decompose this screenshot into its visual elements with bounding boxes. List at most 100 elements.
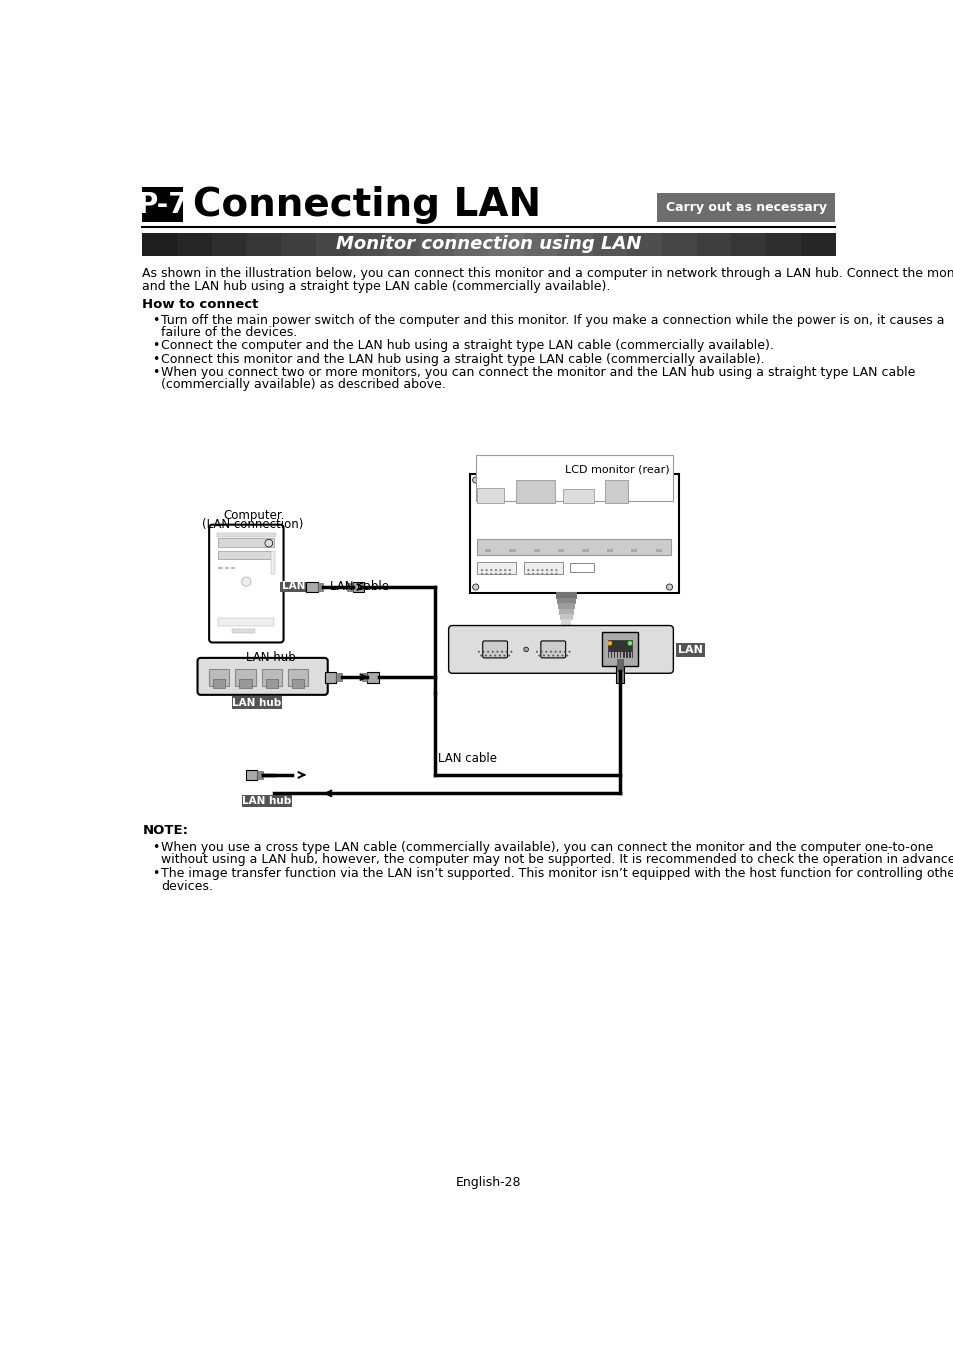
Bar [604, 481, 628, 504]
Circle shape [484, 655, 486, 656]
Circle shape [496, 651, 497, 652]
Bar [618, 652, 619, 662]
Circle shape [492, 651, 494, 652]
Text: When you use a cross type LAN cable (commercially available), you can connect th: When you use a cross type LAN cable (com… [161, 841, 932, 855]
FancyBboxPatch shape [540, 641, 565, 657]
Circle shape [550, 572, 553, 575]
Circle shape [498, 655, 500, 656]
Bar [559, 481, 563, 485]
Circle shape [479, 655, 481, 656]
Circle shape [627, 641, 632, 645]
Bar [324, 672, 335, 683]
Circle shape [503, 568, 506, 571]
Text: Computer: Computer [223, 509, 282, 521]
Bar [608, 640, 631, 657]
Circle shape [537, 655, 539, 656]
Bar [454, 232, 489, 256]
Bar [655, 549, 661, 552]
Circle shape [510, 651, 512, 652]
Bar [659, 481, 662, 485]
Text: How to connect: How to connect [142, 297, 258, 310]
Bar [522, 481, 526, 485]
Bar [476, 563, 516, 574]
Circle shape [494, 655, 496, 656]
Text: •: • [152, 313, 159, 327]
Bar [385, 232, 420, 256]
Text: •: • [152, 339, 159, 352]
Bar [142, 232, 177, 256]
Bar [582, 549, 588, 552]
Text: Monitor connection using LAN: Monitor connection using LAN [335, 235, 641, 254]
Bar [476, 455, 672, 501]
Bar [484, 481, 488, 485]
Text: Turn off the main power switch of the computer and this monitor. If you make a c: Turn off the main power switch of the co… [161, 313, 943, 327]
FancyBboxPatch shape [209, 525, 283, 643]
Text: •: • [152, 366, 159, 379]
Text: Carry out as necessary: Carry out as necessary [665, 201, 826, 213]
Text: devices.: devices. [161, 880, 213, 892]
Circle shape [489, 655, 491, 656]
Text: LCD monitor (rear): LCD monitor (rear) [564, 464, 669, 475]
Text: •: • [152, 352, 159, 366]
Bar [347, 583, 353, 591]
Bar [523, 232, 558, 256]
Text: •: • [152, 867, 159, 880]
Circle shape [482, 651, 484, 652]
Circle shape [503, 572, 506, 575]
Circle shape [487, 651, 489, 652]
Text: LAN cable: LAN cable [330, 579, 389, 593]
Text: (commercially available) as described above.: (commercially available) as described ab… [161, 378, 445, 392]
Bar [606, 549, 613, 552]
Text: When you connect two or more monitors, you can connect the monitor and the LAN h: When you connect two or more monitors, y… [161, 366, 915, 379]
Text: LAN hub: LAN hub [242, 796, 291, 806]
Circle shape [545, 568, 548, 571]
Bar [615, 652, 617, 662]
Circle shape [555, 568, 557, 571]
Bar [218, 567, 223, 570]
Bar [280, 582, 306, 593]
Bar [657, 193, 835, 221]
Bar [570, 563, 593, 572]
Circle shape [495, 568, 497, 571]
Text: Connect this monitor and the LAN hub using a straight type LAN cable (commercial: Connect this monitor and the LAN hub usi… [161, 352, 764, 366]
Bar [584, 481, 588, 485]
Text: failure of the devices.: failure of the devices. [161, 325, 297, 339]
Bar [597, 481, 600, 485]
Bar [488, 232, 524, 256]
Bar [271, 551, 274, 574]
Bar [535, 481, 538, 485]
Circle shape [554, 651, 556, 652]
Bar [367, 672, 378, 683]
Circle shape [542, 655, 544, 656]
Text: P-7: P-7 [137, 190, 188, 219]
Bar [350, 232, 385, 256]
Circle shape [532, 568, 534, 571]
Circle shape [527, 568, 529, 571]
Circle shape [549, 651, 552, 652]
Bar [266, 679, 278, 688]
Text: As shown in the illustration below, you can connect this monitor and a computer : As shown in the illustration below, you … [142, 267, 953, 279]
Bar [675, 643, 704, 657]
Bar [335, 674, 341, 680]
FancyBboxPatch shape [197, 657, 328, 695]
Circle shape [505, 651, 507, 652]
Bar [306, 582, 317, 593]
Circle shape [607, 641, 612, 645]
Bar [177, 232, 213, 256]
FancyBboxPatch shape [448, 625, 673, 674]
Circle shape [485, 572, 487, 575]
Bar [609, 481, 613, 485]
Bar [218, 618, 274, 625]
Circle shape [265, 539, 273, 547]
Text: NOTE:: NOTE: [142, 825, 189, 837]
Bar [559, 614, 572, 620]
Bar [562, 489, 593, 504]
Circle shape [500, 651, 502, 652]
Circle shape [523, 647, 528, 652]
Bar [353, 582, 364, 593]
Circle shape [557, 655, 558, 656]
Circle shape [545, 572, 548, 575]
Circle shape [563, 651, 565, 652]
Circle shape [485, 568, 487, 571]
Bar [620, 652, 622, 662]
